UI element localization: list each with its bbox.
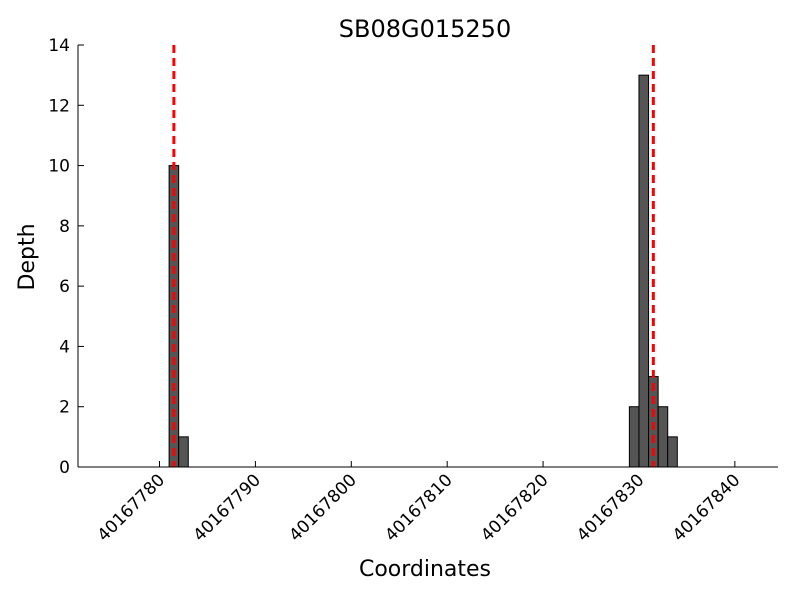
bar xyxy=(667,436,678,468)
bar xyxy=(657,406,669,468)
x-tick-label: 40167840 xyxy=(669,470,744,545)
x-tick-label: 40167820 xyxy=(477,470,552,545)
bars-group xyxy=(168,74,678,468)
x-ticks-group: 40167780 40167790 40167800 40167810 40167820… xyxy=(94,461,744,546)
y-tick-label: 0 xyxy=(59,458,70,478)
x-tick-label: 40167780 xyxy=(94,470,169,545)
x-tick-label: 40167830 xyxy=(573,470,648,545)
bar xyxy=(628,406,640,468)
x-tick-label: 40167800 xyxy=(285,470,360,545)
y-ticks-group: 0 2 4 6 8 10 12 14 xyxy=(48,36,84,478)
bar xyxy=(638,74,650,468)
y-tick-label: 6 xyxy=(59,277,70,297)
y-tick-label: 4 xyxy=(59,337,70,357)
y-tick-label: 10 xyxy=(48,157,70,177)
y-tick-label: 12 xyxy=(48,96,70,116)
x-axis-title: Coordinates xyxy=(359,557,491,582)
markers-group xyxy=(172,45,655,467)
bar xyxy=(168,165,180,468)
y-tick-label: 2 xyxy=(59,398,70,418)
y-tick-label: 14 xyxy=(48,36,70,56)
bar xyxy=(178,436,189,468)
chart-title: SB08G015250 xyxy=(339,15,511,43)
axes-group xyxy=(77,45,778,468)
y-axis-title: Depth xyxy=(15,223,40,290)
x-tick-label: 40167790 xyxy=(190,470,265,545)
y-tick-label: 8 xyxy=(59,217,70,237)
x-tick-label: 40167810 xyxy=(381,470,456,545)
